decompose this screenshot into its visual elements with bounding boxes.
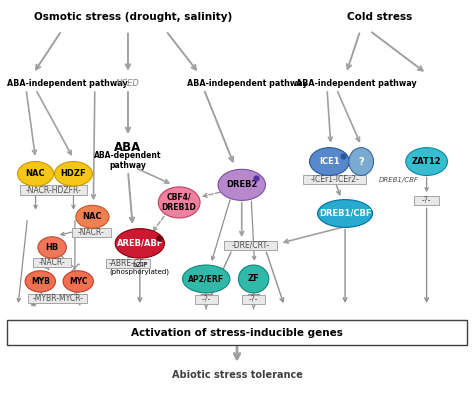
Text: -DRE/CRT-: -DRE/CRT- [231,241,269,250]
FancyBboxPatch shape [72,228,111,237]
Text: DREB1/CBF: DREB1/CBF [319,209,371,218]
Text: DREB1/CBF: DREB1/CBF [379,177,419,183]
Text: AREB/ABF: AREB/ABF [117,239,163,248]
Text: ABA-independent pathway: ABA-independent pathway [7,79,128,88]
FancyBboxPatch shape [33,258,71,267]
Text: -?-: -?- [201,295,211,304]
Text: ABA-dependent
pathway: ABA-dependent pathway [94,151,162,170]
Text: DREB2: DREB2 [226,180,257,189]
Text: ABA-independent pathway: ABA-independent pathway [187,79,308,88]
Text: ZF: ZF [248,274,259,283]
Ellipse shape [238,265,269,293]
Text: Abiotic stress tolerance: Abiotic stress tolerance [172,371,302,380]
Ellipse shape [76,205,109,228]
Text: NAC: NAC [26,169,46,178]
FancyBboxPatch shape [7,320,467,345]
Text: Osmotic stress (drought, salinity): Osmotic stress (drought, salinity) [34,12,232,22]
Text: HDZF: HDZF [61,169,86,178]
Ellipse shape [218,169,265,200]
Text: ABA-independent pathway: ABA-independent pathway [296,79,417,88]
Text: -NACR-: -NACR- [39,258,65,267]
FancyBboxPatch shape [20,185,87,195]
Text: CBF4/
DREB1D: CBF4/ DREB1D [162,193,197,212]
Text: -ICEr1-ICEr2-: -ICEr1-ICEr2- [310,175,359,184]
Ellipse shape [55,162,92,186]
Text: -?-: -?- [422,196,431,205]
Ellipse shape [349,148,374,175]
Ellipse shape [158,187,200,218]
Text: ?: ? [358,157,364,166]
Text: HB: HB [46,243,59,252]
FancyBboxPatch shape [303,175,366,184]
Text: MYC: MYC [69,277,88,286]
Text: bZIP
(phosphorylated): bZIP (phosphorylated) [110,262,170,275]
Ellipse shape [310,148,349,175]
Text: Cold stress: Cold stress [346,12,412,22]
Text: Activation of stress-inducible genes: Activation of stress-inducible genes [131,328,343,337]
Text: NCED: NCED [116,79,140,88]
Text: -MYBR-MYCR-: -MYBR-MYCR- [32,294,83,303]
Ellipse shape [38,237,66,258]
FancyBboxPatch shape [242,295,265,304]
Ellipse shape [182,265,230,293]
FancyBboxPatch shape [195,295,218,304]
Ellipse shape [63,271,93,292]
Text: ZAT12: ZAT12 [412,157,441,166]
Text: -ABRE-CE-: -ABRE-CE- [109,259,147,268]
Text: AP2/ERF: AP2/ERF [188,274,224,283]
Ellipse shape [18,162,54,186]
FancyBboxPatch shape [414,196,439,205]
Text: -NACR-HDZFR-: -NACR-HDZFR- [26,186,82,195]
Ellipse shape [318,200,373,227]
Text: ICE1: ICE1 [319,157,340,166]
Text: MYB: MYB [31,277,50,286]
Ellipse shape [406,148,447,175]
Text: ABA: ABA [114,141,142,154]
Ellipse shape [25,271,55,292]
FancyBboxPatch shape [224,241,277,250]
FancyBboxPatch shape [28,294,87,303]
Text: -NACR-: -NACR- [78,228,105,237]
FancyBboxPatch shape [106,259,150,268]
Ellipse shape [115,229,164,258]
Text: NAC: NAC [82,212,102,221]
Text: -?-: -?- [249,295,258,304]
